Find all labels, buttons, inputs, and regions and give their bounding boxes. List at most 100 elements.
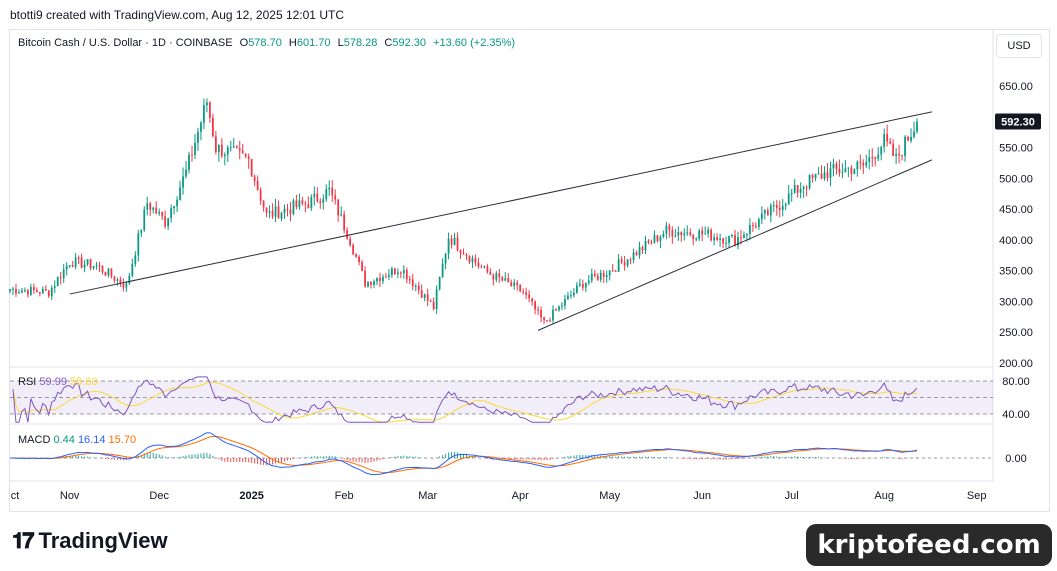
candle-body [328, 187, 331, 190]
candle-body [859, 161, 862, 163]
candle-body [83, 264, 86, 268]
candle-body [95, 265, 98, 267]
last-price-tag [995, 113, 1041, 130]
candle-body [200, 122, 202, 132]
candle-body [853, 169, 856, 175]
candle-body [856, 161, 859, 170]
candle-body [450, 238, 453, 245]
currency-button[interactable]: USD [996, 34, 1042, 58]
candle-body [376, 277, 378, 282]
candle-body [468, 256, 471, 262]
candle-body [507, 278, 510, 283]
candle-body [164, 216, 167, 227]
candle-body [259, 189, 262, 201]
trendline[interactable] [69, 111, 933, 295]
candle-body [638, 247, 641, 256]
candle-body [722, 238, 724, 244]
candle-body [364, 270, 366, 287]
candle-body [680, 231, 683, 236]
rsi-legend: RSI 59.99 56.60 [18, 376, 98, 388]
candle-body [889, 141, 892, 144]
candle-body [361, 262, 363, 271]
price-tick-label: 400.00 [999, 235, 1033, 247]
candle-body [838, 168, 841, 173]
candle-body [865, 162, 868, 166]
candle-body [901, 155, 903, 157]
candle-body [271, 211, 274, 217]
candle-body [513, 282, 516, 286]
candle-body [197, 131, 199, 143]
candle-body [343, 214, 346, 231]
tradingview-logo[interactable]: 𝟏𝟕 TradingView [12, 528, 168, 554]
candle-body [158, 211, 161, 214]
candle-body [426, 294, 429, 301]
candle-body [188, 154, 190, 170]
low-value: 578.28 [343, 37, 378, 49]
candle-body [322, 199, 325, 203]
candle-body [793, 185, 796, 194]
watermark: kriptofeed.com [806, 524, 1052, 566]
macd-hist-value: 0.44 [53, 434, 75, 446]
candle-body [689, 232, 692, 235]
candle-body [862, 162, 865, 166]
tradingview-mark-icon: 𝟏𝟕 [12, 528, 35, 553]
brand-name: TradingView [38, 528, 168, 553]
candle-body [725, 242, 727, 244]
rsi-ma-value: 56.60 [70, 376, 98, 388]
candle-body [835, 163, 838, 169]
candle-body [47, 290, 50, 297]
candle-body [131, 263, 134, 276]
candle-body [510, 282, 513, 286]
candle-body [295, 200, 298, 208]
candle-body [578, 283, 581, 286]
candle-body [698, 230, 701, 239]
candle-body [593, 273, 596, 276]
candle-body [89, 259, 92, 269]
candle-body [734, 234, 736, 246]
candle-body [286, 208, 289, 210]
candle-body [474, 258, 477, 263]
rsi-name: RSI [18, 376, 37, 388]
candle-body [480, 266, 483, 268]
candle-body [743, 234, 745, 238]
candle-body [674, 235, 677, 237]
candle-body [137, 233, 140, 256]
candle-body [379, 277, 381, 282]
candle-body [12, 288, 14, 290]
candle-body [191, 154, 193, 156]
candle-body [769, 205, 772, 216]
candle-body [570, 295, 572, 297]
candle-body [701, 230, 704, 235]
candle-body [44, 289, 47, 291]
candle-body [232, 146, 235, 148]
candle-body [683, 233, 686, 236]
candle-body [277, 206, 280, 219]
candle-body [662, 233, 665, 237]
candle-body [465, 254, 468, 257]
candle-body [155, 207, 158, 214]
close-value: 592.30 [392, 37, 427, 49]
candle-body [907, 136, 909, 141]
trendline[interactable] [537, 159, 933, 331]
time-tick-label: Mar [418, 490, 437, 502]
candle-body [21, 290, 23, 293]
candle-body [456, 237, 459, 251]
candle-body [77, 257, 80, 259]
candle-body [367, 281, 369, 287]
time-tick-label: Sep [967, 490, 987, 502]
candle-body [584, 282, 587, 288]
candle-body [635, 252, 638, 256]
price-tick-label: 500.00 [999, 173, 1033, 185]
candle-body [235, 146, 238, 149]
last-price-tag-label: 592.30 [1001, 117, 1035, 129]
candle-body [686, 232, 689, 234]
candle-body [405, 269, 408, 280]
candle-body [617, 259, 620, 272]
candle-body [435, 289, 438, 310]
candle-body [27, 290, 29, 295]
candle-body [370, 281, 372, 286]
open-label: O [239, 37, 249, 49]
candle-body [355, 254, 357, 257]
macd-signal-line [9, 435, 918, 474]
